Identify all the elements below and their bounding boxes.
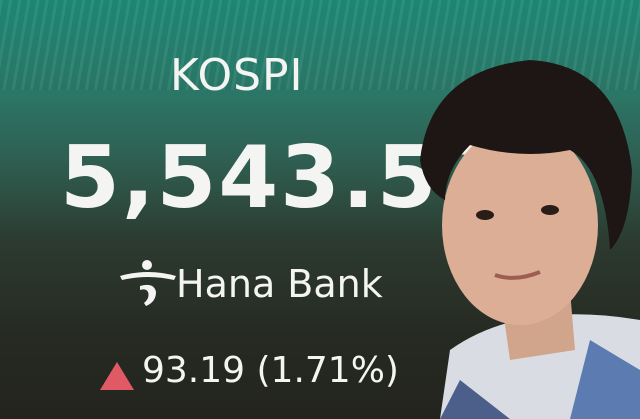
index-name: KOSPI <box>170 50 304 101</box>
sponsor-name: Hana Bank <box>176 262 383 306</box>
person <box>420 60 640 419</box>
hana-bank-logo-icon <box>120 260 176 306</box>
index-change: 93.19 (1.71%) <box>142 350 399 391</box>
triangle-up-icon <box>100 362 134 390</box>
